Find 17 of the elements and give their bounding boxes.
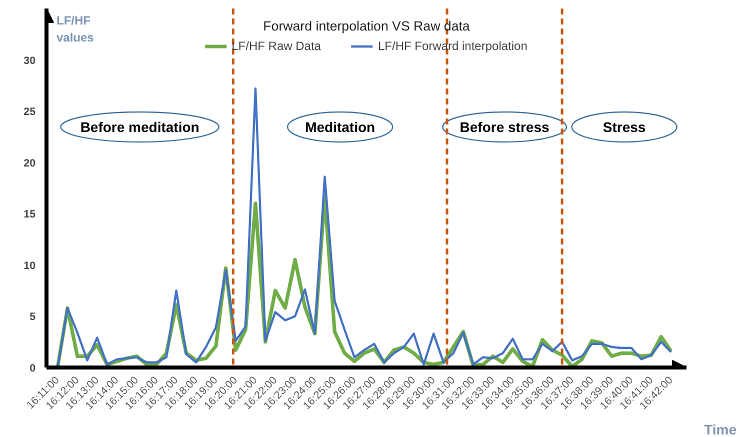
- y-tick-label: 5: [30, 311, 36, 324]
- legend-label: LF/HF Forward interpolation: [378, 39, 528, 53]
- annotation: Before meditation: [80, 118, 200, 135]
- y-tick-label: 20: [24, 157, 36, 170]
- y-tick-label: 10: [24, 260, 36, 272]
- line-series: [56, 87, 672, 368]
- annotation: Stress: [602, 118, 646, 135]
- annotation: Meditation: [305, 118, 376, 135]
- y-tick-label: 25: [24, 106, 36, 118]
- y-axis-title: LF/HF values: [56, 14, 94, 44]
- y-tick-label: 0: [30, 362, 36, 374]
- y-tick-label: 15: [24, 208, 36, 221]
- y-tick-label: 30: [24, 54, 36, 67]
- legend-label: LF/HF Raw Data: [232, 39, 321, 53]
- x-axis-title: Time: [704, 422, 737, 437]
- annotation: Before stress: [460, 118, 550, 135]
- text: Forward interpolation VS Raw data: [263, 18, 470, 34]
